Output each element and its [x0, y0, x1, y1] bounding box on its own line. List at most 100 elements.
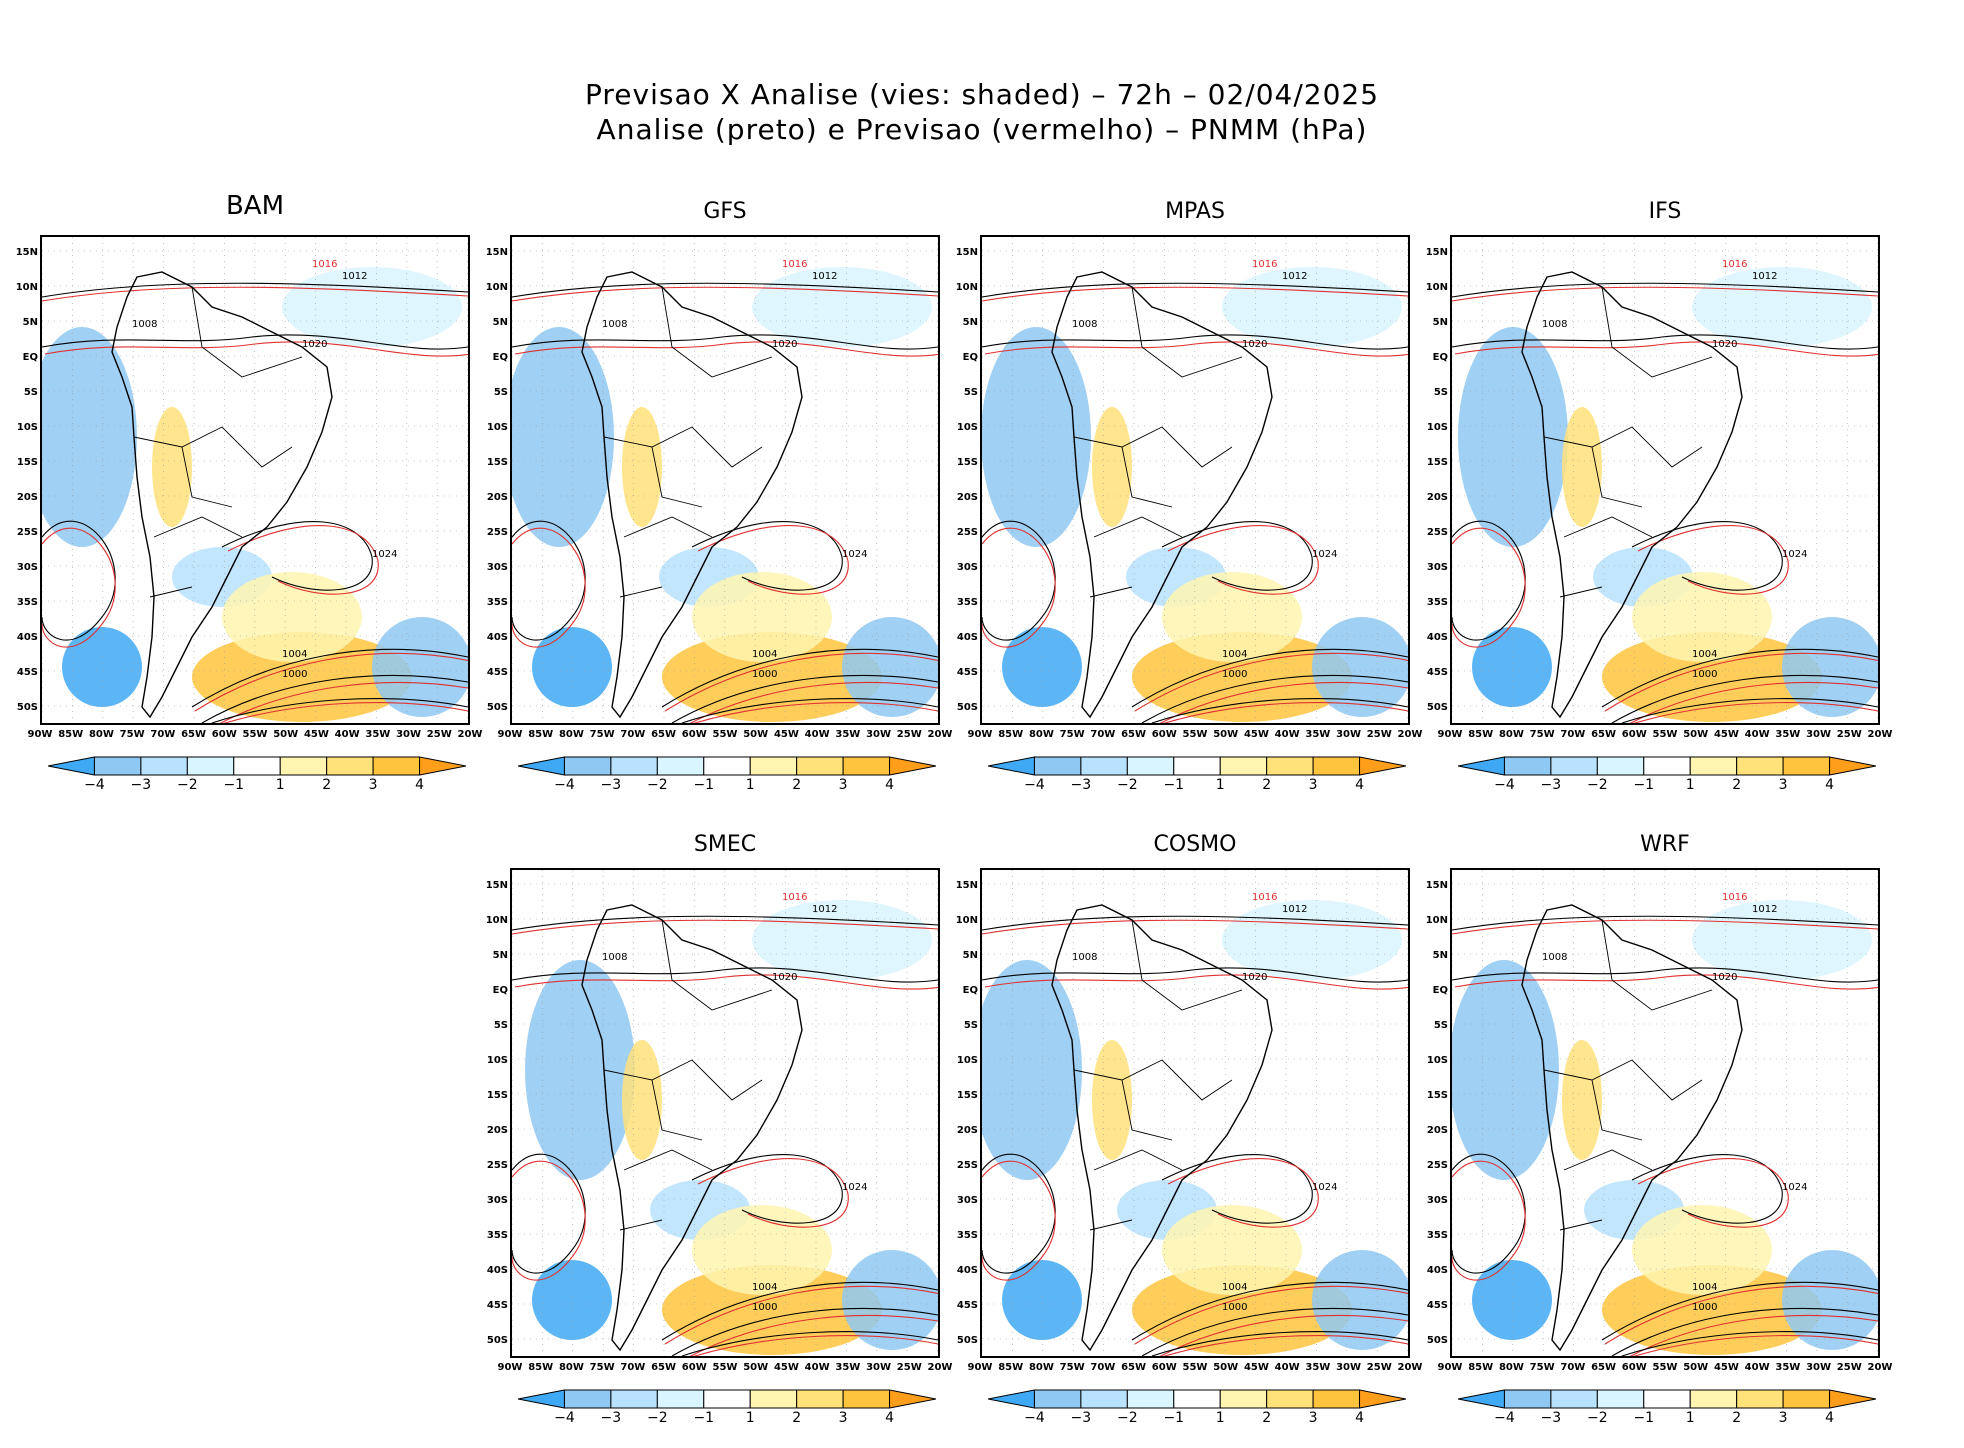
isobar-label: 1000 [752, 669, 777, 680]
lon-tick-label: 80W [1028, 729, 1054, 740]
lat-tick-label: 15N [1425, 247, 1448, 258]
colorbar-swatch [1266, 1389, 1314, 1409]
isobar-label: 1008 [1072, 319, 1097, 330]
lon-tick-label: 85W [528, 729, 554, 740]
lat-tick-label: EQ [1432, 985, 1448, 996]
lat-tick-label: 25S [16, 527, 38, 538]
colorbar-swatch [563, 1389, 612, 1409]
lat-tick-label: 10S [1426, 1055, 1448, 1066]
isobar-label: 1020 [772, 339, 797, 350]
lat-tick-label: EQ [492, 352, 508, 363]
lon-tick-label: 75W [589, 1362, 615, 1373]
lon-tick-label: 85W [528, 1362, 554, 1373]
panel-bam: BAM 15N 10N 5N EQ 5S 10S 15S 20S 25S 30S 35S 40S 45S 5… [0, 191, 483, 815]
colorbar-swatch [749, 756, 798, 776]
colorbar-swatch [1643, 1389, 1691, 1409]
colorbar-swatch [518, 1389, 565, 1409]
colorbar-swatch [1829, 1389, 1876, 1409]
lat-tick-label: 15N [485, 880, 508, 891]
lat-tick-label: 40S [486, 632, 508, 643]
colorbar-label: 3 [1308, 777, 1318, 793]
lon-tick-label: 80W [558, 1362, 584, 1373]
lat-tick-label: 15N [485, 247, 508, 258]
isobar-label: 1020 [1242, 339, 1267, 350]
colorbar-swatch [1458, 1389, 1505, 1409]
lat-tick-label: 15N [955, 247, 978, 258]
colorbar-label: 3 [838, 777, 848, 793]
colorbar-label: 1 [1215, 777, 1225, 793]
panel-title: GFS [703, 199, 747, 224]
colorbar-label: −3 [1070, 777, 1092, 793]
colorbar-swatch [186, 756, 235, 776]
lon-tick-label: 20W [1867, 729, 1893, 740]
lon-tick-label: 70W [1090, 729, 1116, 740]
lon-tick-label: 40W [1744, 1362, 1770, 1373]
lon-tick-label: 75W [1059, 729, 1085, 740]
lat-tick-label: 40S [956, 632, 978, 643]
lat-tick-label: 30S [16, 562, 38, 573]
lat-tick-label: 5N [1432, 317, 1448, 328]
colorbar: −4 −3 −2 −1 1 2 3 4 [518, 755, 936, 795]
isobar-label: 1000 [752, 1302, 777, 1313]
lon-tick-label: 75W [1529, 729, 1555, 740]
lon-tick-label: 90W [967, 729, 993, 740]
isobar-label: 1020 [1712, 972, 1737, 983]
lon-tick-label: 80W [88, 729, 114, 740]
isobar-label: 1020 [772, 972, 797, 983]
lon-tick-label: 90W [1437, 1362, 1463, 1373]
lat-tick-label: 25S [956, 1160, 978, 1171]
colorbar-label: 1 [745, 777, 755, 793]
lat-tick-label: 10N [1425, 915, 1448, 926]
colorbar-label: −1 [1163, 777, 1185, 793]
colorbar-label: 1 [1685, 1410, 1695, 1426]
colorbar-label: −1 [1633, 777, 1655, 793]
lon-tick-label: 65W [1591, 1362, 1617, 1373]
lat-tick-label: EQ [22, 352, 38, 363]
lon-tick-label: 80W [1498, 1362, 1524, 1373]
colorbar-swatch [419, 756, 466, 776]
lon-tick-label: 20W [1397, 729, 1423, 740]
lat-tick-label: 20S [16, 492, 38, 503]
lon-tick-label: 55W [242, 729, 268, 740]
colorbar-label: 4 [1825, 1410, 1834, 1426]
map-plot: 1016 1012 1008 1020 1024 1004 1000 [1450, 235, 1880, 725]
isobar-label: 1016 [782, 892, 807, 903]
isobar-label: 1008 [602, 319, 627, 330]
isobar-label: 1016 [312, 259, 337, 270]
lon-tick-label: 70W [1090, 1362, 1116, 1373]
colorbar-swatch [1550, 756, 1598, 776]
lat-tick-label: 15S [956, 1090, 978, 1101]
lon-tick-label: 80W [1028, 1362, 1054, 1373]
isobar-label: 1004 [752, 1282, 777, 1293]
lon-tick-label: 50W [1683, 729, 1709, 740]
lat-tick-label: 40S [486, 1265, 508, 1276]
lon-tick-label: 20W [457, 729, 483, 740]
lon-tick-label: 35W [835, 1362, 861, 1373]
panel-gfs: GFS 15N 10N 5N EQ 5S 10S 15S 20S 25S 30S 35S 40S 45S 5… [470, 195, 953, 815]
lat-tick-label: 5S [23, 387, 38, 398]
lat-tick-label: 5N [492, 317, 508, 328]
isobar-label: 1012 [1752, 904, 1777, 915]
lon-tick-label: 55W [712, 1362, 738, 1373]
colorbar-swatch [518, 756, 565, 776]
figure-title-line2: Analise (preto) e Previsao (vermelho) – … [596, 113, 1368, 146]
colorbar-swatch [1689, 756, 1738, 776]
lon-tick-label: 30W [866, 729, 892, 740]
isobar-label: 1004 [1222, 1282, 1247, 1293]
colorbar-swatch [889, 1389, 936, 1409]
colorbar-swatch [1503, 1389, 1552, 1409]
lon-tick-label: 75W [1529, 1362, 1555, 1373]
panel-title: WRF [1640, 832, 1690, 857]
lat-tick-label: EQ [962, 352, 978, 363]
lon-tick-label: 55W [1652, 1362, 1678, 1373]
colorbar: −4 −3 −2 −1 1 2 3 4 [1458, 1388, 1876, 1428]
colorbar: −4 −3 −2 −1 1 2 3 4 [988, 1388, 1406, 1428]
lon-tick-label: 85W [998, 729, 1024, 740]
isobar-label: 1024 [842, 1182, 867, 1193]
lon-tick-label: 40W [804, 729, 830, 740]
lon-tick-label: 35W [1775, 729, 1801, 740]
colorbar-swatch [610, 1389, 658, 1409]
lon-tick-label: 45W [303, 729, 329, 740]
colorbar-swatch [796, 756, 844, 776]
colorbar-swatch [233, 756, 281, 776]
